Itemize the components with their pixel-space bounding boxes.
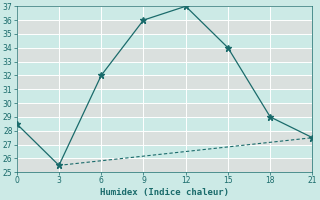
Bar [17, 34, 312, 48]
Bar [17, 62, 312, 75]
Bar [17, 117, 312, 131]
Bar [17, 75, 312, 89]
Bar [17, 20, 312, 34]
Bar [17, 131, 312, 145]
Bar [17, 6, 312, 20]
Bar [17, 48, 312, 62]
Bar [17, 89, 312, 103]
X-axis label: Humidex (Indice chaleur): Humidex (Indice chaleur) [100, 188, 229, 197]
Bar [17, 145, 312, 158]
Bar [17, 103, 312, 117]
Bar [17, 158, 312, 172]
